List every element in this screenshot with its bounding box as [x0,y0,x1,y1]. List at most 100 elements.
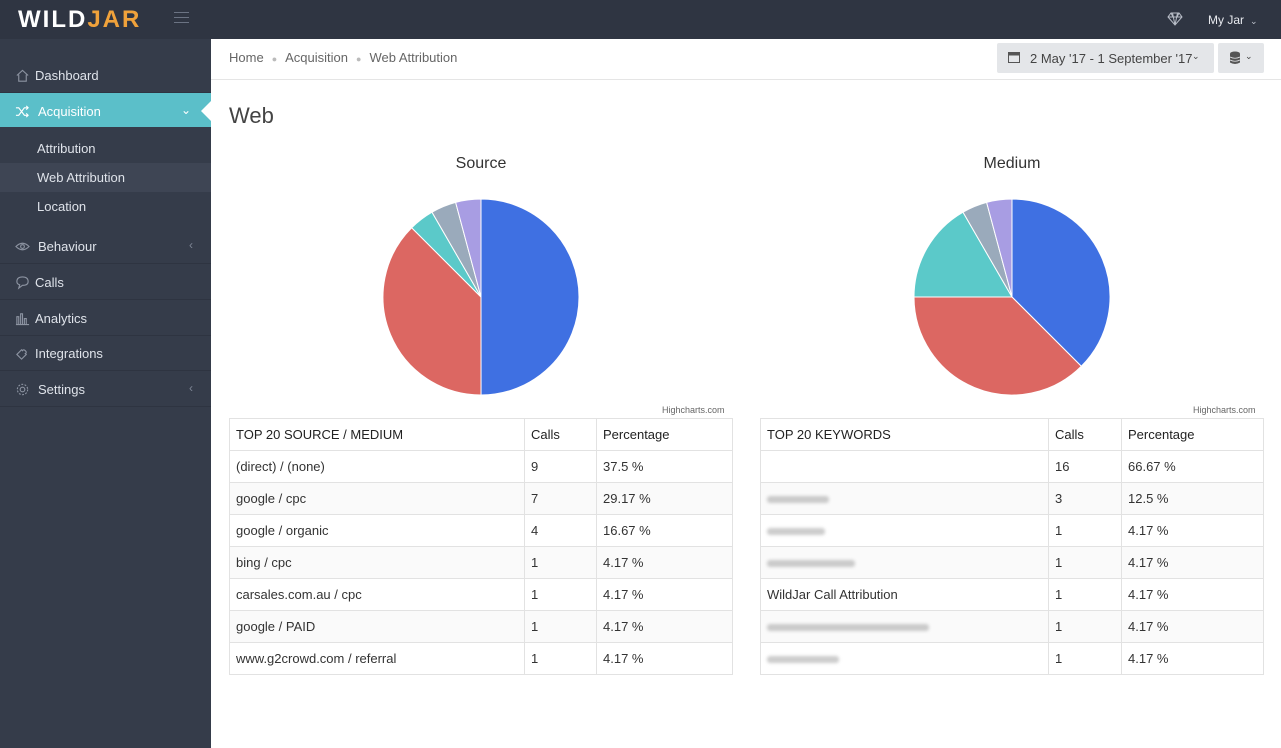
table-cell-percentage: 37.5 % [596,450,733,483]
chevron-left-icon: ‹ [189,381,193,395]
table-cell-percentage: 4.17 % [596,578,733,611]
cell-text: 1 [1055,651,1063,666]
table-row: 16 66.67 % [760,450,1264,483]
date-range-picker[interactable]: 2 May '17 - 1 September '17 ⌄ [997,43,1214,73]
column-header[interactable]: Calls [524,418,597,451]
chart-credit[interactable]: Highcharts.com [1193,405,1256,415]
pie-slice[interactable] [455,198,482,298]
table-cell-percentage: 16.67 % [596,514,733,547]
redacted-keyword [767,528,825,536]
cell-text: 4.17 % [1128,555,1169,570]
table-cell-calls: 7 [524,482,597,515]
sidebar-item-behaviour[interactable]: Behaviour ‹ [0,228,211,264]
cell-text: 4.17 % [603,587,644,602]
cell-text: 4.17 % [1128,651,1169,666]
pie-slice[interactable] [382,227,482,396]
column-header[interactable]: Calls [1048,418,1122,451]
header-divider [211,79,1281,80]
shuffle-icon [15,105,29,118]
sidebar-item-acquisition[interactable]: Acquisition ⌄ [0,93,211,127]
table-cell-label [760,642,1049,675]
sidebar-item-settings[interactable]: Settings ‹ [0,371,211,407]
data-source-button[interactable]: ⌄ [1218,43,1264,73]
chevron-down-icon: ⌄ [1245,51,1253,61]
logo[interactable]: WILDJAR [18,6,142,33]
sidebar-item-label: Analytics [35,311,88,326]
cell-text: 1 [531,587,539,602]
cell-text: (direct) / (none) [236,459,325,474]
database-icon [1229,51,1241,64]
menu-toggle-icon[interactable] [174,12,189,24]
table-cell-percentage: 4.17 % [1121,642,1264,675]
cell-text: carsales.com.au / cpc [236,587,362,602]
cell-text: 4.17 % [1128,523,1169,538]
pie-slice[interactable] [480,198,580,396]
table-row: google / organic 4 16.67 % [229,514,733,547]
column-header[interactable]: Percentage [1121,418,1264,451]
table-row: bing / cpc 1 4.17 % [229,546,733,579]
sidebar-item-label: Behaviour [38,239,97,254]
pie-slice[interactable] [986,198,1013,298]
table-cell-percentage: 4.17 % [1121,578,1264,611]
cell-text: 7 [531,491,539,506]
table-row: (direct) / (none) 9 37.5 % [229,450,733,483]
cell-text: bing / cpc [236,555,292,570]
column-header[interactable]: TOP 20 KEYWORDS [760,418,1049,451]
sidebar-subitem-attribution[interactable]: Attribution [37,141,96,156]
cell-text: google / PAID [236,619,316,634]
cell-text: 12.5 % [1128,491,1169,506]
table-row: 3 12.5 % [760,482,1264,515]
table-cell-calls: 1 [1048,514,1122,547]
sidebar-item-integrations[interactable]: Integrations [0,335,211,371]
table-cell-label: carsales.com.au / cpc [229,578,525,611]
cell-text: 4.17 % [603,651,644,666]
sidebar-item-analytics[interactable]: Analytics [0,300,211,336]
puzzle-icon [16,348,28,360]
table-cell-calls: 1 [524,642,597,675]
column-header[interactable]: Percentage [596,418,733,451]
table-cell-calls: 3 [1048,482,1122,515]
breadcrumb-home[interactable]: Home [229,50,264,65]
sidebar-item-label: Acquisition [38,104,101,119]
table-cell-calls: 1 [524,546,597,579]
table-cell-label [760,546,1049,579]
table-row: www.g2crowd.com / referral 1 4.17 % [229,642,733,675]
chart-credit[interactable]: Highcharts.com [662,405,725,415]
cell-text: www.g2crowd.com / referral [236,651,397,666]
table-cell-percentage: 4.17 % [1121,610,1264,643]
source-medium-table: TOP 20 SOURCE / MEDIUM Calls Percentage … [229,418,733,675]
medium-pie-chart [913,198,1111,396]
chevron-down-icon: ⌄ [1250,16,1258,26]
cell-text: 1 [531,619,539,634]
sidebar-subitem-location[interactable]: Location [37,199,87,214]
table-row: 1 4.17 % [760,642,1264,675]
page-title: Web [229,103,274,128]
pie-slice[interactable] [1011,198,1111,367]
table-cell-label [760,610,1049,643]
source-pie-chart [382,198,580,396]
table-cell-label: (direct) / (none) [229,450,525,483]
sidebar-item-dashboard[interactable]: Dashboard [0,57,211,93]
column-header[interactable]: TOP 20 SOURCE / MEDIUM [229,418,525,451]
breadcrumb-current: Web Attribution [369,50,458,65]
table-cell-calls: 1 [524,578,597,611]
table-cell-percentage: 29.17 % [596,482,733,515]
cell-text: 1 [1055,555,1063,570]
table-cell-percentage: 12.5 % [1121,482,1264,515]
cell-text: 4.17 % [603,555,644,570]
sidebar-subitem-web-attribution[interactable]: Web Attribution [0,163,211,192]
cell-text: 16.67 % [603,523,651,538]
cell-text: 1 [531,555,539,570]
table-cell-calls: 1 [524,610,597,643]
breadcrumb-acquisition[interactable]: Acquisition [285,50,348,65]
table-cell-label: www.g2crowd.com / referral [229,642,525,675]
table-cell-percentage: 4.17 % [1121,514,1264,547]
chat-icon [16,276,29,290]
sidebar-item-label: Integrations [35,346,103,361]
diamond-icon[interactable] [1167,11,1183,27]
sidebar-item-calls[interactable]: Calls [0,264,211,300]
pie-slice[interactable] [913,296,1083,396]
pie-slice[interactable] [913,211,1013,298]
user-menu[interactable]: My Jar ⌄ [1208,13,1258,27]
cell-text: 1 [531,651,539,666]
